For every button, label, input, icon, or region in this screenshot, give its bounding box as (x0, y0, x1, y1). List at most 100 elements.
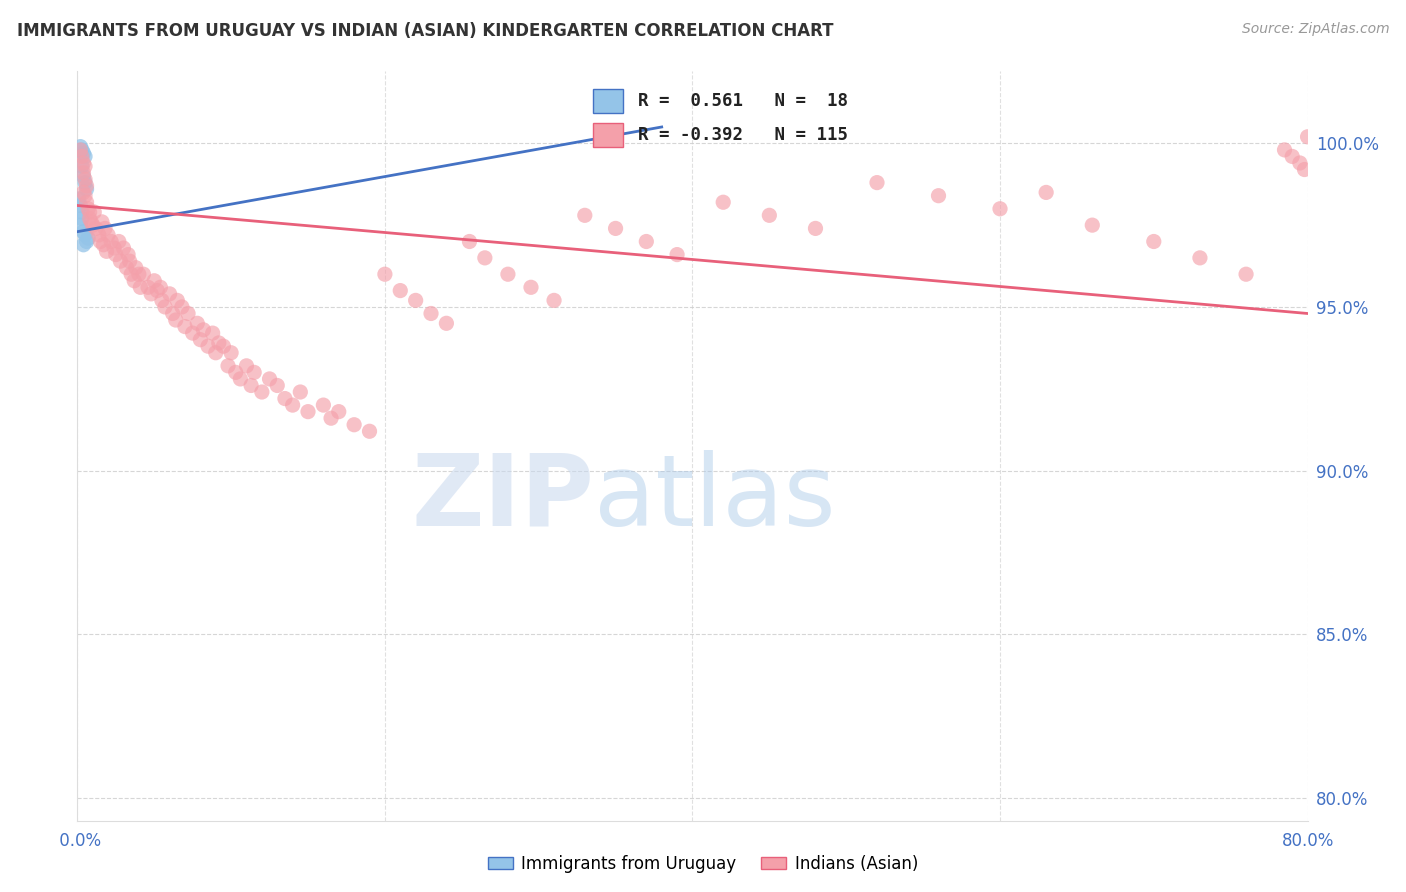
Point (204, 345, 226, 359)
Point (129, 280, 152, 294)
Point (70, 159, 93, 173)
Point (67, 192, 90, 206)
Point (69, 198, 91, 212)
Point (76, 235, 98, 249)
Point (928, 188, 950, 202)
Point (72, 169, 94, 183)
Point (217, 359, 239, 373)
Point (83, 205, 105, 219)
Point (72, 225, 94, 239)
Point (79, 205, 101, 219)
Point (96, 244, 118, 259)
Point (94, 221, 117, 235)
Point (70, 143, 93, 157)
Point (112, 241, 135, 255)
Point (208, 335, 231, 350)
Point (73, 188, 96, 202)
Point (128, 267, 150, 281)
Point (149, 280, 172, 294)
Point (150, 293, 173, 308)
Point (389, 284, 412, 298)
Point (103, 241, 125, 255)
Point (72, 186, 94, 200)
Point (77, 231, 100, 245)
Point (235, 359, 257, 373)
Point (1281, 149, 1303, 163)
Point (290, 384, 312, 399)
Point (177, 306, 200, 320)
Point (80, 215, 103, 229)
Point (274, 392, 297, 406)
Point (174, 319, 197, 334)
Bar (592, 123, 623, 147)
Text: R =  0.561   N =  18: R = 0.561 N = 18 (638, 92, 848, 110)
Point (181, 326, 204, 340)
Point (132, 267, 155, 281)
Point (1234, 267, 1257, 281)
Point (73, 159, 96, 173)
Point (319, 411, 342, 425)
Point (496, 267, 519, 281)
Point (312, 398, 335, 412)
Point (1188, 251, 1211, 265)
Point (89, 235, 111, 249)
Point (988, 202, 1011, 216)
Point (72, 237, 94, 252)
Point (82, 218, 104, 232)
Point (136, 280, 159, 294)
Point (170, 300, 193, 314)
Point (574, 208, 596, 222)
Point (804, 221, 827, 235)
Point (153, 300, 176, 314)
Point (219, 345, 242, 359)
Point (141, 286, 163, 301)
Point (474, 251, 496, 265)
Point (77, 202, 100, 216)
Point (79, 211, 101, 226)
Point (1289, 156, 1312, 170)
Point (70, 149, 93, 163)
Point (73, 176, 96, 190)
Point (1296, 129, 1319, 144)
Point (186, 316, 208, 330)
Point (69, 143, 91, 157)
Point (73, 227, 96, 242)
Text: R = -0.392   N = 115: R = -0.392 N = 115 (638, 126, 848, 144)
Point (758, 208, 780, 222)
Legend: Immigrants from Uruguay, Indians (Asian): Immigrants from Uruguay, Indians (Asian) (481, 848, 925, 880)
Point (69, 218, 91, 232)
Point (97, 227, 120, 242)
Point (115, 260, 138, 275)
Point (69, 139, 91, 153)
Point (162, 306, 184, 320)
Point (72, 146, 94, 161)
Point (543, 293, 565, 308)
Point (104, 247, 127, 261)
Point (436, 316, 458, 330)
Point (73, 149, 96, 163)
Point (72, 156, 94, 170)
Point (229, 372, 252, 386)
Point (636, 235, 658, 249)
Point (108, 235, 131, 249)
Point (1035, 186, 1057, 200)
Point (193, 323, 215, 337)
Point (100, 235, 122, 249)
Bar (592, 88, 623, 113)
Point (240, 378, 263, 392)
Point (1143, 235, 1166, 249)
Point (76, 182, 98, 196)
Point (1294, 162, 1316, 177)
Point (1081, 218, 1104, 232)
Point (122, 274, 145, 288)
Point (243, 365, 266, 379)
Point (359, 424, 381, 438)
Text: atlas: atlas (595, 450, 835, 547)
Point (605, 221, 627, 235)
Point (458, 235, 481, 249)
Point (281, 398, 304, 412)
Point (73, 172, 96, 186)
Point (405, 293, 427, 308)
Point (188, 333, 212, 347)
Point (93, 237, 115, 252)
